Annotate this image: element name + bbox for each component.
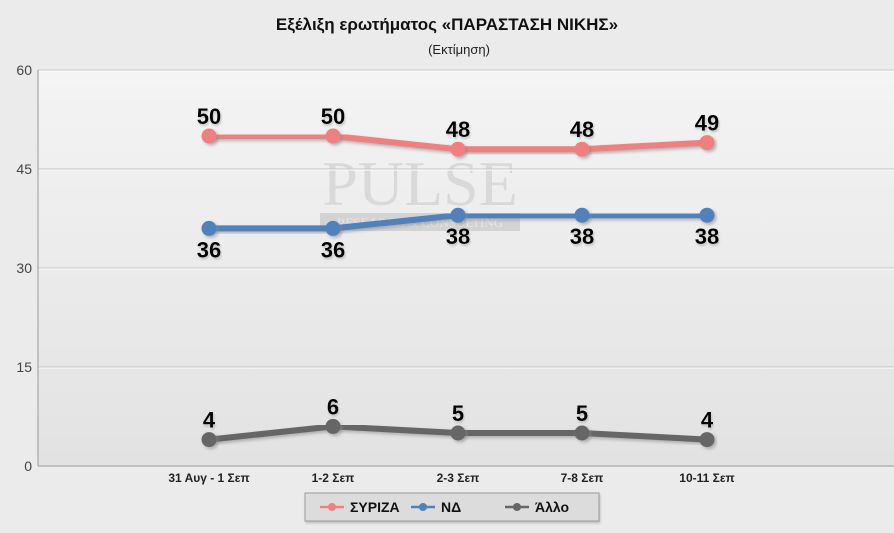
data-point [450, 141, 466, 157]
data-point [699, 432, 715, 448]
x-tick-label: 31 Αυγ - 1 Σεπ [168, 471, 249, 485]
x-tick-label: 7-8 Σεπ [561, 471, 604, 485]
data-label: 4 [701, 408, 714, 433]
legend-swatch-marker [513, 503, 521, 511]
data-point [325, 128, 341, 144]
y-tick-label: 45 [16, 161, 32, 177]
data-label: 48 [570, 117, 594, 142]
data-label: 6 [327, 394, 339, 419]
data-label: 48 [446, 117, 470, 142]
data-label: 50 [197, 104, 221, 129]
legend-entry: Άλλο [535, 499, 569, 515]
data-point [201, 220, 217, 236]
legend-swatch-marker [328, 503, 336, 511]
chart-subtitle: (Εκτίμηση) [428, 42, 490, 57]
data-point [201, 128, 217, 144]
data-point [325, 418, 341, 434]
series-group [201, 128, 715, 448]
data-label: 38 [570, 224, 594, 249]
data-label: 5 [452, 401, 464, 426]
y-tick-label: 30 [16, 260, 32, 276]
legend-swatch-marker [419, 503, 427, 511]
watermark-title: PULSE [322, 148, 518, 219]
data-point [325, 220, 341, 236]
legend-entry: ΣΥΡΙΖΑ [350, 499, 400, 515]
data-labels: 50 50 48 48 49 36 36 38 38 38 4 6 5 5 4 [197, 104, 719, 433]
data-label: 5 [576, 401, 588, 426]
chart-title: Εξέλιξη ερωτήματος «ΠΑΡΑΣΤΑΣΗ ΝΙΚΗΣ» [276, 15, 618, 34]
legend-box [304, 492, 600, 522]
data-point [574, 425, 590, 441]
data-point [201, 432, 217, 448]
y-tick-label: 0 [24, 458, 32, 474]
data-point [699, 135, 715, 151]
data-label: 4 [203, 408, 216, 433]
data-label: 38 [446, 224, 470, 249]
data-point [699, 207, 715, 223]
data-label: 36 [197, 237, 221, 262]
data-label: 49 [695, 111, 719, 136]
y-tick-label: 15 [16, 359, 32, 375]
data-label: 36 [321, 237, 345, 262]
data-point [574, 141, 590, 157]
legend: ΣΥΡΙΖΑ ΝΔ Άλλο [304, 492, 600, 522]
data-label: 50 [321, 104, 345, 129]
data-point [574, 207, 590, 223]
data-point [450, 207, 466, 223]
grid-lines [38, 69, 894, 369]
x-tick-label: 2-3 Σεπ [437, 471, 480, 485]
x-tick-label: 1-2 Σεπ [312, 471, 355, 485]
data-point [450, 425, 466, 441]
x-tick-label: 10-11 Σεπ [679, 471, 734, 485]
y-tick-label: 60 [16, 62, 32, 78]
legend-entry: ΝΔ [441, 499, 461, 515]
x-axis: 31 Αυγ - 1 Σεπ 1-2 Σεπ 2-3 Σεπ 7-8 Σεπ 10-11… [168, 471, 734, 485]
data-label: 38 [695, 224, 719, 249]
